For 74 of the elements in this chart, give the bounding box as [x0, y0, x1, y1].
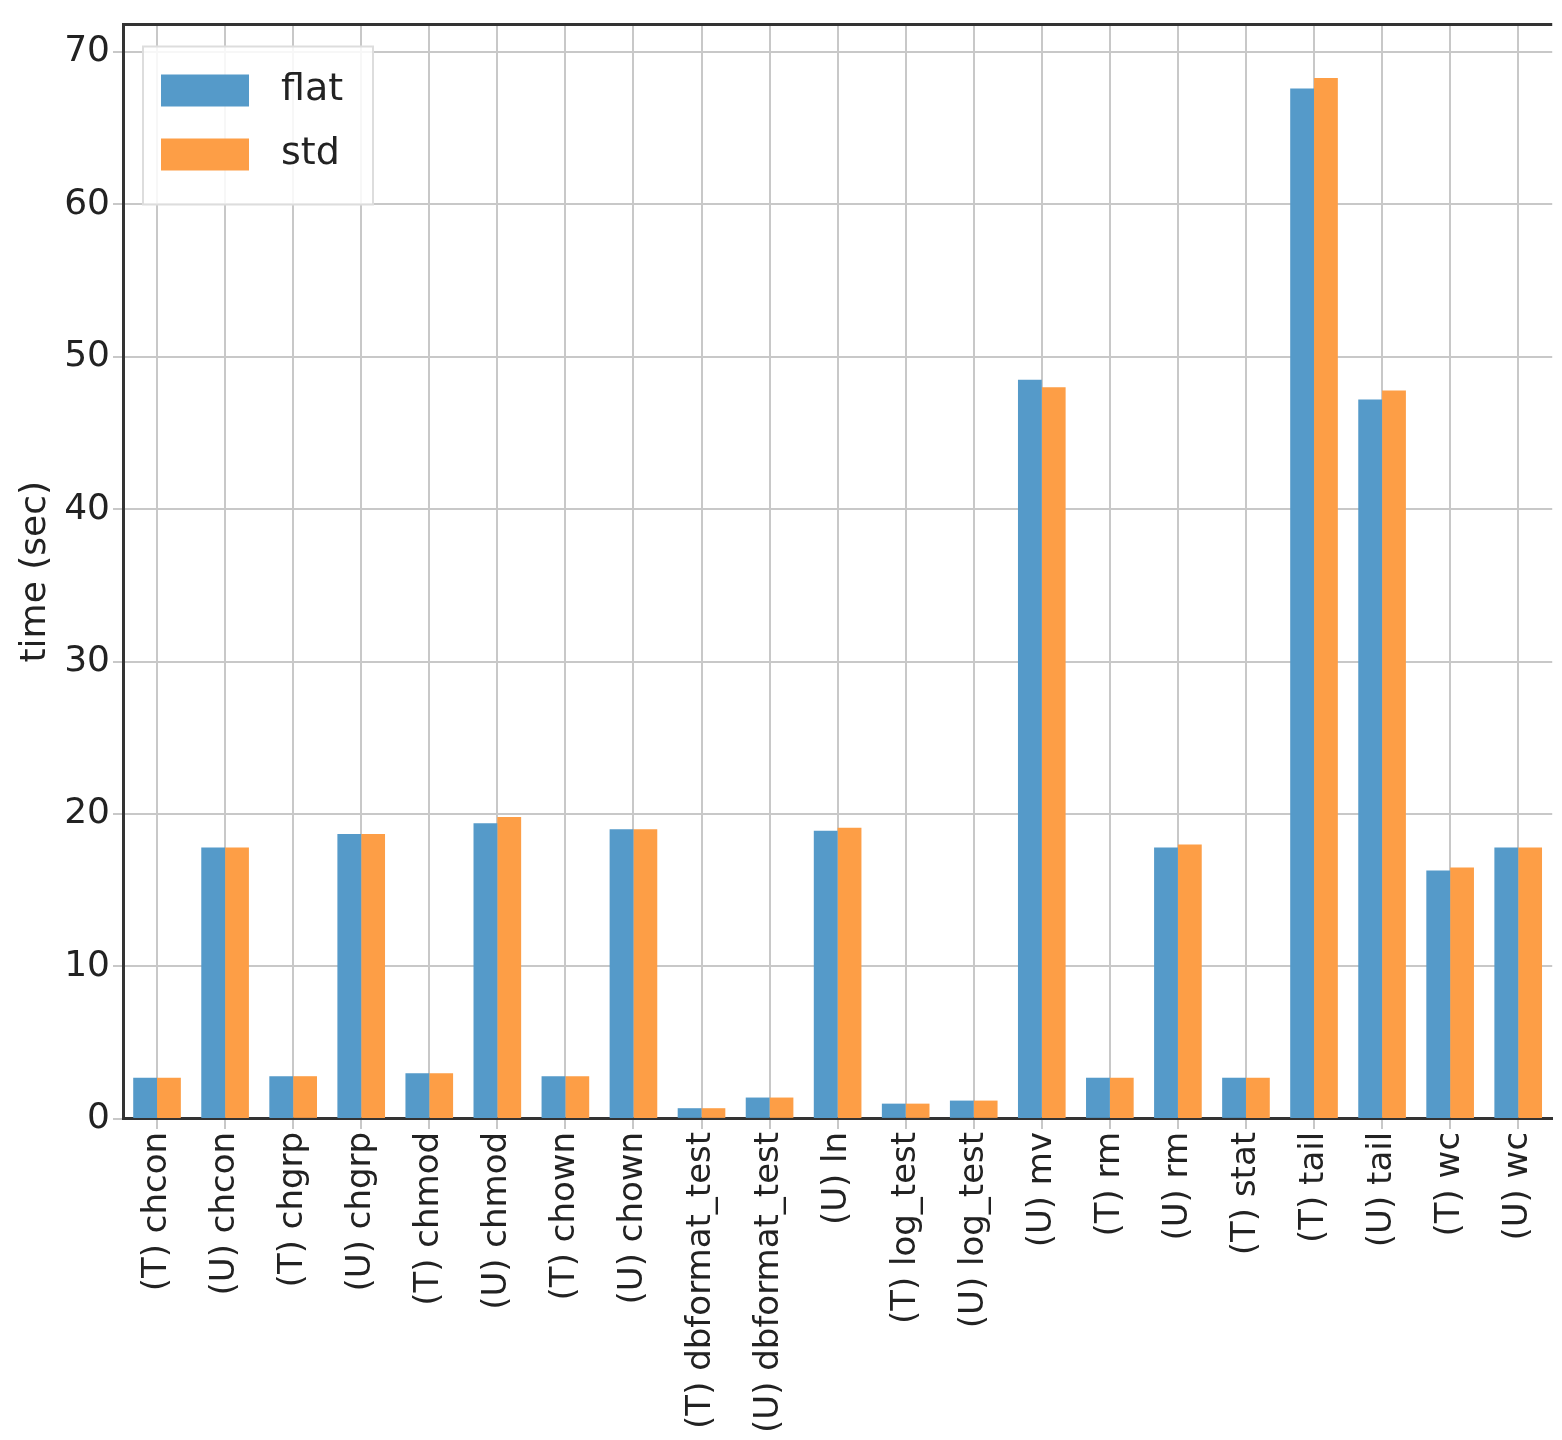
y-tick-label: 30: [64, 638, 111, 680]
y-tick-label: 20: [64, 790, 111, 832]
bar: [701, 1108, 726, 1118]
x-tick-label: (U) chmod: [474, 1131, 515, 1310]
x-tick-label: (T) chgrp: [269, 1131, 310, 1288]
bar: [565, 1076, 590, 1118]
bar: [1358, 399, 1383, 1118]
bar: [1314, 77, 1338, 1118]
bar: [1154, 847, 1178, 1118]
bar: [1494, 847, 1519, 1118]
x-tick-label: (T) chcon: [133, 1131, 174, 1292]
bar: [201, 847, 226, 1118]
bar: [837, 827, 862, 1118]
bar: [633, 829, 658, 1118]
x-tick-label: (U) log_test: [950, 1131, 991, 1329]
bar: [497, 817, 522, 1118]
bar: [225, 847, 249, 1118]
bar: [881, 1103, 906, 1118]
x-tick-label: (U) chgrp: [338, 1131, 379, 1292]
bar: [1290, 88, 1315, 1118]
x-tick-label: (U) rm: [1154, 1131, 1195, 1241]
bar: [133, 1077, 158, 1118]
y-tick-label: 50: [64, 333, 111, 375]
y-tick-label: 0: [87, 1095, 111, 1137]
bar: [973, 1100, 998, 1118]
bar: [677, 1108, 702, 1118]
x-tick-label: (T) dbformat_test: [678, 1131, 719, 1429]
bar: [541, 1076, 566, 1118]
bar: [1382, 390, 1406, 1118]
bar: [1017, 379, 1042, 1118]
x-tick-label: (U) dbformat_test: [746, 1131, 787, 1434]
x-tick-label: (U) chcon: [201, 1131, 242, 1296]
bar: [1426, 870, 1451, 1118]
y-tick-label: 70: [64, 28, 111, 70]
x-tick-label: (T) tail: [1290, 1131, 1331, 1244]
y-tick-label: 10: [64, 942, 111, 984]
x-tick-label: (U) mv: [1018, 1131, 1059, 1248]
y-axis-title: time (sec): [11, 480, 53, 663]
bar: [905, 1103, 930, 1118]
bar: [293, 1076, 317, 1118]
bar: [429, 1073, 454, 1118]
bar: [1222, 1077, 1246, 1118]
bar: [1041, 387, 1066, 1118]
bar: [337, 833, 362, 1118]
bar: [769, 1097, 794, 1118]
x-tick-label: (U) ln: [814, 1131, 855, 1226]
bar: [1245, 1077, 1270, 1118]
bar: [473, 823, 498, 1118]
x-tick-label: (T) log_test: [882, 1131, 923, 1325]
bar: [361, 833, 386, 1118]
bar: [1518, 847, 1543, 1118]
bar: [1177, 844, 1202, 1118]
bar: [609, 829, 634, 1118]
legend-label: std: [281, 129, 340, 174]
bar: [745, 1097, 770, 1118]
y-tick-label: 40: [64, 485, 111, 527]
bar: [405, 1073, 430, 1118]
bar: [269, 1076, 294, 1118]
x-tick-label: (U) chown: [610, 1131, 651, 1305]
bar: [813, 830, 838, 1118]
x-tick-label: (T) chown: [542, 1131, 583, 1301]
x-tick-label: (T) wc: [1426, 1131, 1467, 1237]
x-tick-label: (T) chmod: [406, 1131, 447, 1306]
x-tick-label: (U) wc: [1495, 1131, 1536, 1241]
x-tick-label: (T) stat: [1222, 1131, 1263, 1256]
bar: [157, 1077, 181, 1118]
bar: [1086, 1077, 1110, 1118]
bar: [1450, 867, 1474, 1118]
x-tick-label: (T) rm: [1086, 1131, 1127, 1237]
x-tick-label: (U) tail: [1358, 1131, 1399, 1248]
y-tick-label: 60: [64, 180, 111, 222]
bar: [1109, 1077, 1134, 1118]
bar: [949, 1100, 974, 1118]
legend-label: flat: [281, 65, 344, 110]
